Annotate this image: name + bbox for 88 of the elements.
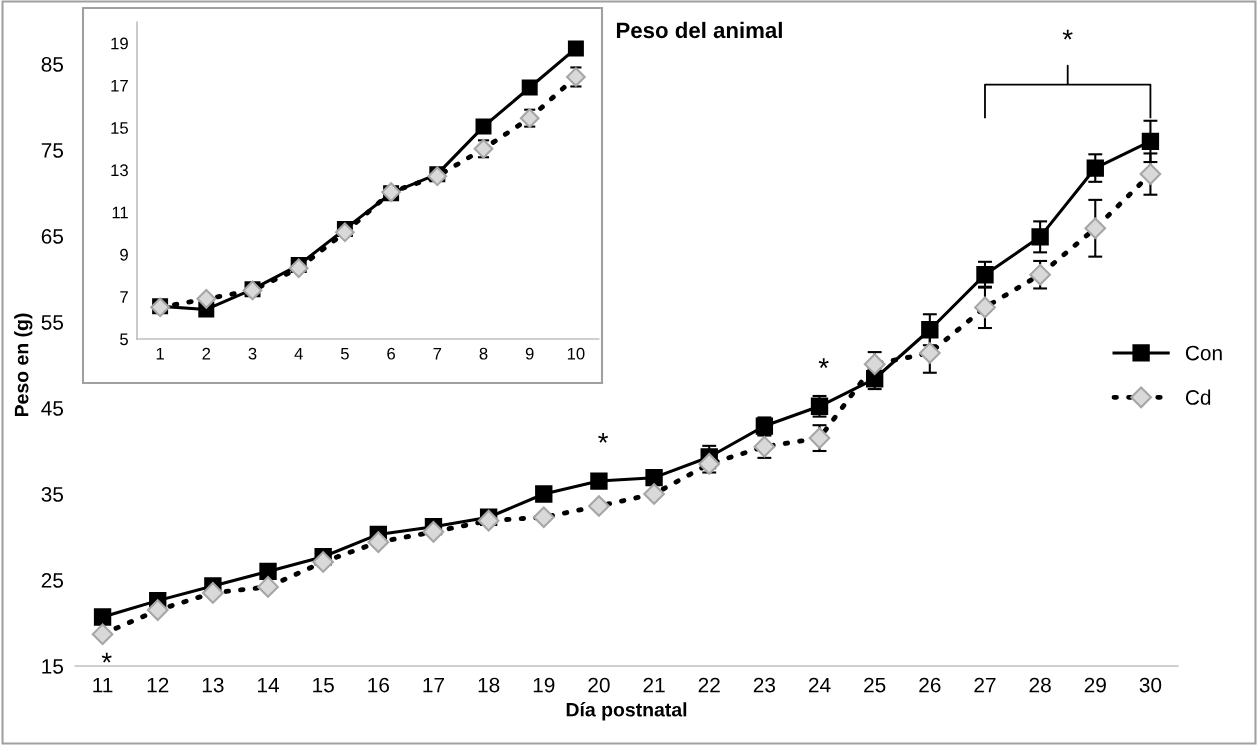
x-axis-title: Día postnatal (566, 702, 687, 721)
y-tick-label: 35 (41, 487, 64, 502)
point (196, 288, 217, 309)
point (422, 520, 445, 543)
y-tick-label: 19 (111, 37, 128, 50)
x-tick-label: 29 (1084, 677, 1106, 693)
text: * (1062, 29, 1073, 40)
legend-label: Con (1185, 345, 1222, 361)
point (288, 258, 309, 279)
point (567, 40, 584, 57)
y-tick-label: 7 (120, 291, 128, 303)
y-axis-title: Peso en (g) (14, 313, 33, 417)
x-tick-label: 10 (567, 347, 585, 360)
x-tick-label: 14 (258, 677, 279, 693)
point (335, 222, 355, 243)
y-tick-label: 55 (41, 315, 64, 330)
x-tick-label: 19 (533, 677, 555, 693)
point (93, 608, 112, 626)
y-tick-label: 15 (111, 122, 128, 134)
point (312, 551, 335, 573)
point (921, 321, 939, 339)
x-tick-label: 20 (588, 677, 610, 693)
chart-title: Peso del animal (616, 21, 782, 39)
x-tick-label: 7 (433, 347, 442, 360)
point (1086, 159, 1104, 177)
y-tick-label: 11 (112, 206, 128, 219)
x-tick-label: 25 (864, 677, 886, 693)
point (976, 266, 994, 284)
y-tick-label: 13 (111, 164, 128, 177)
point (1139, 163, 1162, 185)
point (91, 623, 114, 646)
point (202, 582, 224, 604)
x-tick-label: 23 (753, 677, 776, 693)
y-tick-label: 5 (120, 333, 128, 346)
point (1031, 228, 1049, 246)
point (367, 531, 390, 554)
point (146, 599, 169, 621)
annotation: * (101, 652, 112, 663)
point (532, 506, 555, 529)
x-tick-label: 9 (525, 347, 534, 360)
y-tick-label: 85 (41, 57, 64, 72)
x-tick-label: 27 (974, 677, 996, 693)
y-tick-label: 25 (41, 573, 64, 588)
x-tick-label: 30 (1139, 677, 1162, 693)
x-tick-label: 24 (808, 677, 831, 693)
x-tick-label: 6 (387, 347, 395, 360)
x-tick-label: 15 (313, 677, 334, 693)
y-tick-label: 45 (41, 401, 64, 416)
x-tick-label: 16 (368, 677, 389, 693)
point (643, 483, 665, 505)
x-tick-label: 1 (156, 347, 164, 360)
x-tick-label: 4 (294, 347, 303, 360)
x-tick-label: 21 (643, 677, 665, 693)
y-tick-label: 17 (111, 79, 128, 92)
x-tick-label: 17 (423, 677, 445, 693)
x-tick-label: 12 (147, 677, 169, 693)
point (259, 562, 277, 581)
x-tick-label: 18 (478, 677, 500, 693)
point (590, 472, 608, 490)
y-tick-label: 65 (41, 229, 64, 244)
point (588, 495, 610, 517)
y-tick-label: 15 (42, 659, 64, 674)
legend-label: Cd (1185, 389, 1211, 405)
x-tick-label: 3 (248, 347, 257, 360)
annotation: * (818, 358, 829, 368)
y-tick-label: 9 (120, 248, 128, 261)
x-tick-label: 22 (698, 677, 720, 693)
point (918, 342, 941, 364)
x-tick-label: 11 (93, 677, 113, 693)
x-tick-label: 26 (919, 677, 941, 693)
x-tick-label: 8 (479, 347, 488, 360)
annotation: * (598, 433, 609, 443)
x-tick-label: 5 (340, 347, 349, 360)
point (535, 485, 553, 503)
point (477, 509, 500, 532)
x-tick-label: 13 (202, 677, 224, 693)
point (698, 453, 721, 475)
point (645, 468, 663, 487)
x-tick-label: 28 (1029, 677, 1051, 693)
point (521, 79, 538, 96)
point (1029, 263, 1051, 286)
point (475, 118, 492, 135)
x-tick-label: 2 (202, 347, 211, 360)
point (1141, 132, 1160, 151)
y-tick-label: 75 (41, 143, 64, 158)
point (974, 296, 996, 319)
point (257, 576, 279, 598)
point (1084, 217, 1107, 240)
